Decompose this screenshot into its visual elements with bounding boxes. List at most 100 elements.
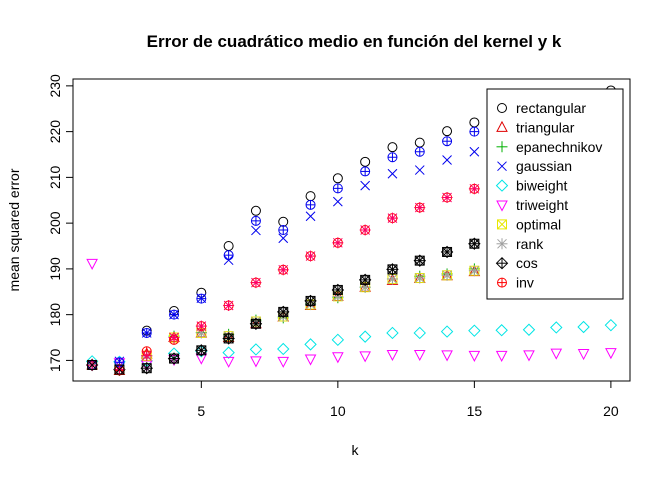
point-rank bbox=[441, 269, 453, 281]
legend-marker-gaussian bbox=[497, 161, 507, 172]
point-rectangular bbox=[305, 191, 316, 202]
legend-label: epanechnikov bbox=[516, 139, 602, 155]
point-biweight bbox=[468, 324, 481, 337]
point-rank bbox=[441, 192, 453, 204]
point-rectangular bbox=[250, 215, 261, 226]
point-biweight bbox=[495, 324, 508, 337]
point-rectangular bbox=[196, 293, 207, 304]
y-tick-label: 170 bbox=[47, 349, 63, 373]
point-triweight bbox=[304, 354, 317, 366]
point-rank bbox=[414, 272, 426, 284]
point-biweight bbox=[358, 330, 372, 343]
point-gaussian bbox=[387, 168, 398, 179]
point-rank bbox=[468, 183, 480, 195]
legend: rectangular triangular epanechnikov gaussia… bbox=[486, 88, 624, 300]
point-triweight bbox=[605, 348, 617, 360]
point-rectangular bbox=[141, 327, 152, 338]
point-rectangular bbox=[332, 183, 343, 194]
point-optimal bbox=[223, 333, 234, 344]
point-gaussian bbox=[223, 255, 234, 266]
point-optimal bbox=[114, 364, 125, 375]
point-gaussian bbox=[278, 233, 289, 244]
y-tick-label: 180 bbox=[47, 303, 63, 327]
y-tick-label: 210 bbox=[47, 165, 63, 189]
y-tick-label: 200 bbox=[47, 211, 63, 235]
point-biweight bbox=[249, 343, 263, 356]
y-tick-label: 190 bbox=[47, 257, 63, 281]
point-optimal bbox=[169, 353, 180, 364]
legend-item-cos: cos bbox=[495, 255, 538, 271]
legend-label: biweight bbox=[516, 178, 567, 194]
point-optimal bbox=[278, 306, 289, 317]
point-optimal bbox=[332, 284, 343, 295]
point-gaussian bbox=[414, 165, 425, 175]
point-rank bbox=[250, 277, 262, 289]
legend-label: inv bbox=[516, 275, 534, 291]
legend-item-rank: rank bbox=[496, 236, 544, 252]
point-biweight bbox=[277, 342, 290, 356]
legend-label: triweight bbox=[516, 197, 568, 213]
point-optimal bbox=[87, 359, 98, 370]
point-rectangular bbox=[278, 225, 289, 235]
point-rectangular bbox=[469, 126, 480, 137]
point-rectangular bbox=[387, 142, 398, 153]
point-biweight bbox=[440, 325, 454, 338]
point-triweight bbox=[550, 348, 563, 360]
point-biweight bbox=[195, 345, 208, 358]
x-axis-label: k bbox=[352, 442, 360, 458]
series-biweight bbox=[85, 318, 618, 368]
point-triweight bbox=[86, 258, 98, 270]
y-tick-label: 220 bbox=[47, 120, 63, 144]
point-rank bbox=[468, 265, 480, 277]
legend-marker-triweight bbox=[496, 200, 508, 212]
point-biweight bbox=[331, 333, 345, 347]
point-triweight bbox=[250, 356, 262, 368]
legend-item-rectangular: rectangular bbox=[497, 100, 586, 116]
point-rank bbox=[332, 237, 344, 249]
x-tick-label: 15 bbox=[467, 403, 483, 419]
point-rectangular bbox=[278, 216, 289, 227]
point-rank bbox=[195, 320, 207, 332]
y-axis: 170 180 190 200 210 220 230 bbox=[47, 74, 74, 373]
legend-box bbox=[486, 88, 624, 300]
point-triweight bbox=[523, 350, 535, 362]
point-biweight bbox=[604, 318, 618, 332]
point-rectangular bbox=[332, 173, 343, 184]
point-triweight bbox=[495, 350, 508, 362]
point-rank bbox=[414, 202, 426, 214]
x-tick-label: 10 bbox=[330, 403, 346, 419]
point-triweight bbox=[277, 356, 290, 368]
point-rank bbox=[141, 350, 153, 362]
point-gaussian bbox=[360, 180, 371, 191]
legend-label: triangular bbox=[516, 119, 575, 135]
point-rectangular bbox=[442, 136, 453, 147]
point-rectangular bbox=[360, 166, 371, 177]
legend-label: gaussian bbox=[516, 158, 572, 174]
point-gaussian bbox=[251, 225, 261, 236]
point-gaussian bbox=[469, 146, 480, 157]
point-rank bbox=[359, 224, 371, 236]
legend-marker-epanechnikov bbox=[496, 141, 508, 153]
legend-label: rank bbox=[516, 236, 544, 252]
point-rectangular bbox=[250, 205, 261, 216]
point-biweight bbox=[222, 346, 235, 359]
legend-item-triweight: triweight bbox=[496, 197, 568, 213]
point-rectangular bbox=[305, 199, 316, 210]
legend-marker-triangular bbox=[496, 120, 508, 132]
point-biweight bbox=[522, 323, 536, 336]
legend-marker-optimal bbox=[497, 219, 507, 230]
y-tick-label: 230 bbox=[47, 74, 63, 98]
point-optimal bbox=[387, 264, 398, 275]
point-optimal bbox=[305, 295, 316, 306]
point-rank bbox=[305, 250, 317, 262]
point-triweight bbox=[386, 349, 399, 362]
y-axis-label: mean squared error bbox=[6, 168, 22, 291]
point-triweight bbox=[222, 356, 235, 368]
point-biweight bbox=[386, 326, 399, 340]
point-triweight bbox=[577, 349, 590, 361]
point-rectangular bbox=[414, 146, 425, 157]
point-rank bbox=[168, 332, 180, 344]
legend-label: cos bbox=[516, 255, 538, 271]
point-gaussian bbox=[305, 211, 316, 222]
